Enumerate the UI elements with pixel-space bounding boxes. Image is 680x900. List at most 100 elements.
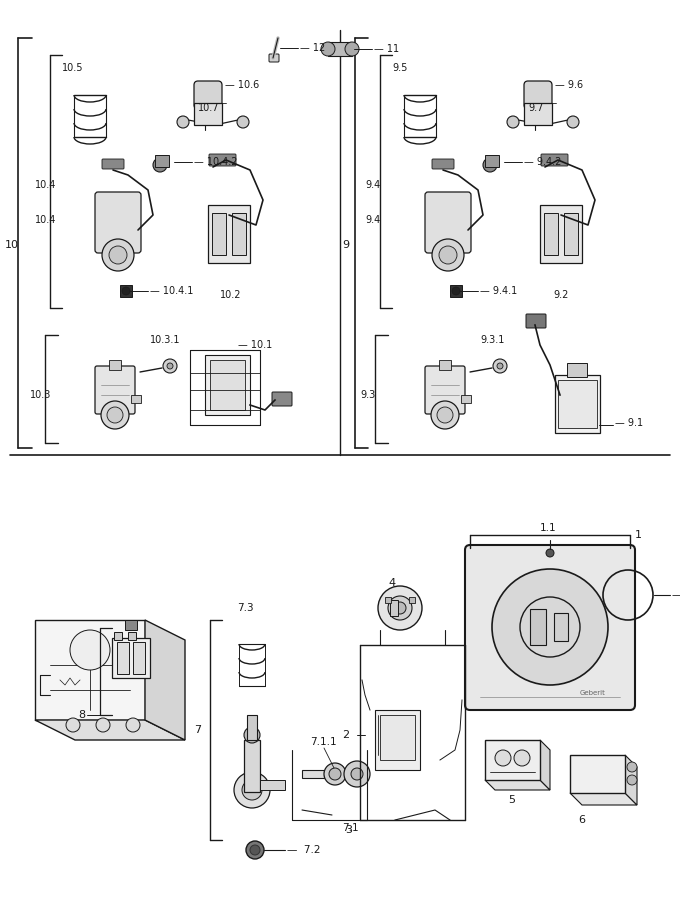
Circle shape [250,845,260,855]
Bar [112,638,150,678]
Bar [210,360,245,410]
Circle shape [167,363,173,369]
Circle shape [344,761,370,787]
FancyBboxPatch shape [425,366,465,414]
Text: 4: 4 [388,578,395,588]
Circle shape [177,116,189,128]
Bar [128,632,136,640]
Text: — 10.4.2: — 10.4.2 [194,157,237,167]
FancyBboxPatch shape [526,314,546,328]
Bar [328,42,352,56]
Bar [461,395,471,403]
Bar [232,213,246,255]
Circle shape [102,239,134,271]
FancyBboxPatch shape [524,81,552,109]
Text: 2: 2 [342,730,349,740]
Bar [194,103,222,125]
Bar [439,360,451,370]
Bar [212,213,226,255]
Circle shape [431,401,459,429]
Circle shape [66,718,80,732]
Text: 10.3: 10.3 [30,390,52,400]
Text: 9.3: 9.3 [360,390,375,400]
Bar [117,642,129,674]
Circle shape [153,158,167,172]
Text: 9.4: 9.4 [365,180,380,190]
Circle shape [107,407,123,423]
FancyBboxPatch shape [209,154,236,166]
FancyBboxPatch shape [95,366,135,414]
Circle shape [394,602,406,614]
Bar [133,642,145,674]
FancyBboxPatch shape [465,545,635,710]
Circle shape [109,246,127,264]
Bar [260,780,285,790]
Text: 7.1: 7.1 [342,823,358,833]
Bar [385,597,391,603]
Circle shape [237,116,249,128]
Circle shape [70,630,110,670]
Bar [131,395,141,403]
Bar [302,770,324,778]
Text: 8: 8 [78,710,85,720]
Circle shape [246,841,264,859]
Text: 9.7: 9.7 [528,103,543,113]
Bar [380,715,415,760]
Circle shape [244,727,260,743]
Circle shape [507,116,519,128]
Circle shape [495,750,511,766]
Bar [524,103,552,125]
Text: 10.7: 10.7 [198,103,220,113]
Text: 7: 7 [194,725,201,735]
Text: — 10.6: — 10.6 [225,80,259,90]
Bar [530,609,546,645]
Bar [244,740,260,792]
Text: — 9.6: — 9.6 [555,80,583,90]
Bar [564,213,578,255]
Bar [485,740,540,780]
Text: — 1.2: — 1.2 [672,590,680,600]
Text: 7.1.1: 7.1.1 [310,737,337,747]
Bar [390,600,398,616]
Text: 5: 5 [508,795,515,805]
Text: Geberit: Geberit [580,690,606,696]
Circle shape [126,718,140,732]
Bar [558,380,597,428]
Text: —  7.2: — 7.2 [287,845,320,855]
FancyBboxPatch shape [194,81,222,109]
Circle shape [96,718,110,732]
Circle shape [432,239,464,271]
FancyBboxPatch shape [432,159,454,169]
Text: — 10.4.1: — 10.4.1 [150,286,193,296]
FancyBboxPatch shape [269,54,279,62]
FancyBboxPatch shape [272,392,292,406]
Bar [485,155,499,167]
Text: — 9.4.1: — 9.4.1 [480,286,517,296]
Circle shape [345,42,359,56]
Text: 9.3.1: 9.3.1 [480,335,505,345]
Text: 9.2: 9.2 [553,290,568,300]
Polygon shape [540,740,550,790]
Bar [450,285,462,297]
Circle shape [378,586,422,630]
Circle shape [242,780,262,800]
Bar [567,363,587,377]
Bar [555,375,600,433]
Bar [375,710,420,770]
Circle shape [388,596,412,620]
Bar [247,715,257,740]
Circle shape [483,158,497,172]
Bar [570,755,625,793]
Text: 9: 9 [342,240,349,250]
Circle shape [497,363,503,369]
Circle shape [163,359,177,373]
Text: 1: 1 [635,530,642,540]
Text: — 12: — 12 [300,43,325,53]
FancyBboxPatch shape [95,192,141,253]
Circle shape [324,763,346,785]
Polygon shape [35,620,145,720]
Polygon shape [35,720,185,740]
Bar [125,620,137,630]
Text: 10.4: 10.4 [35,180,56,190]
Bar [109,360,121,370]
